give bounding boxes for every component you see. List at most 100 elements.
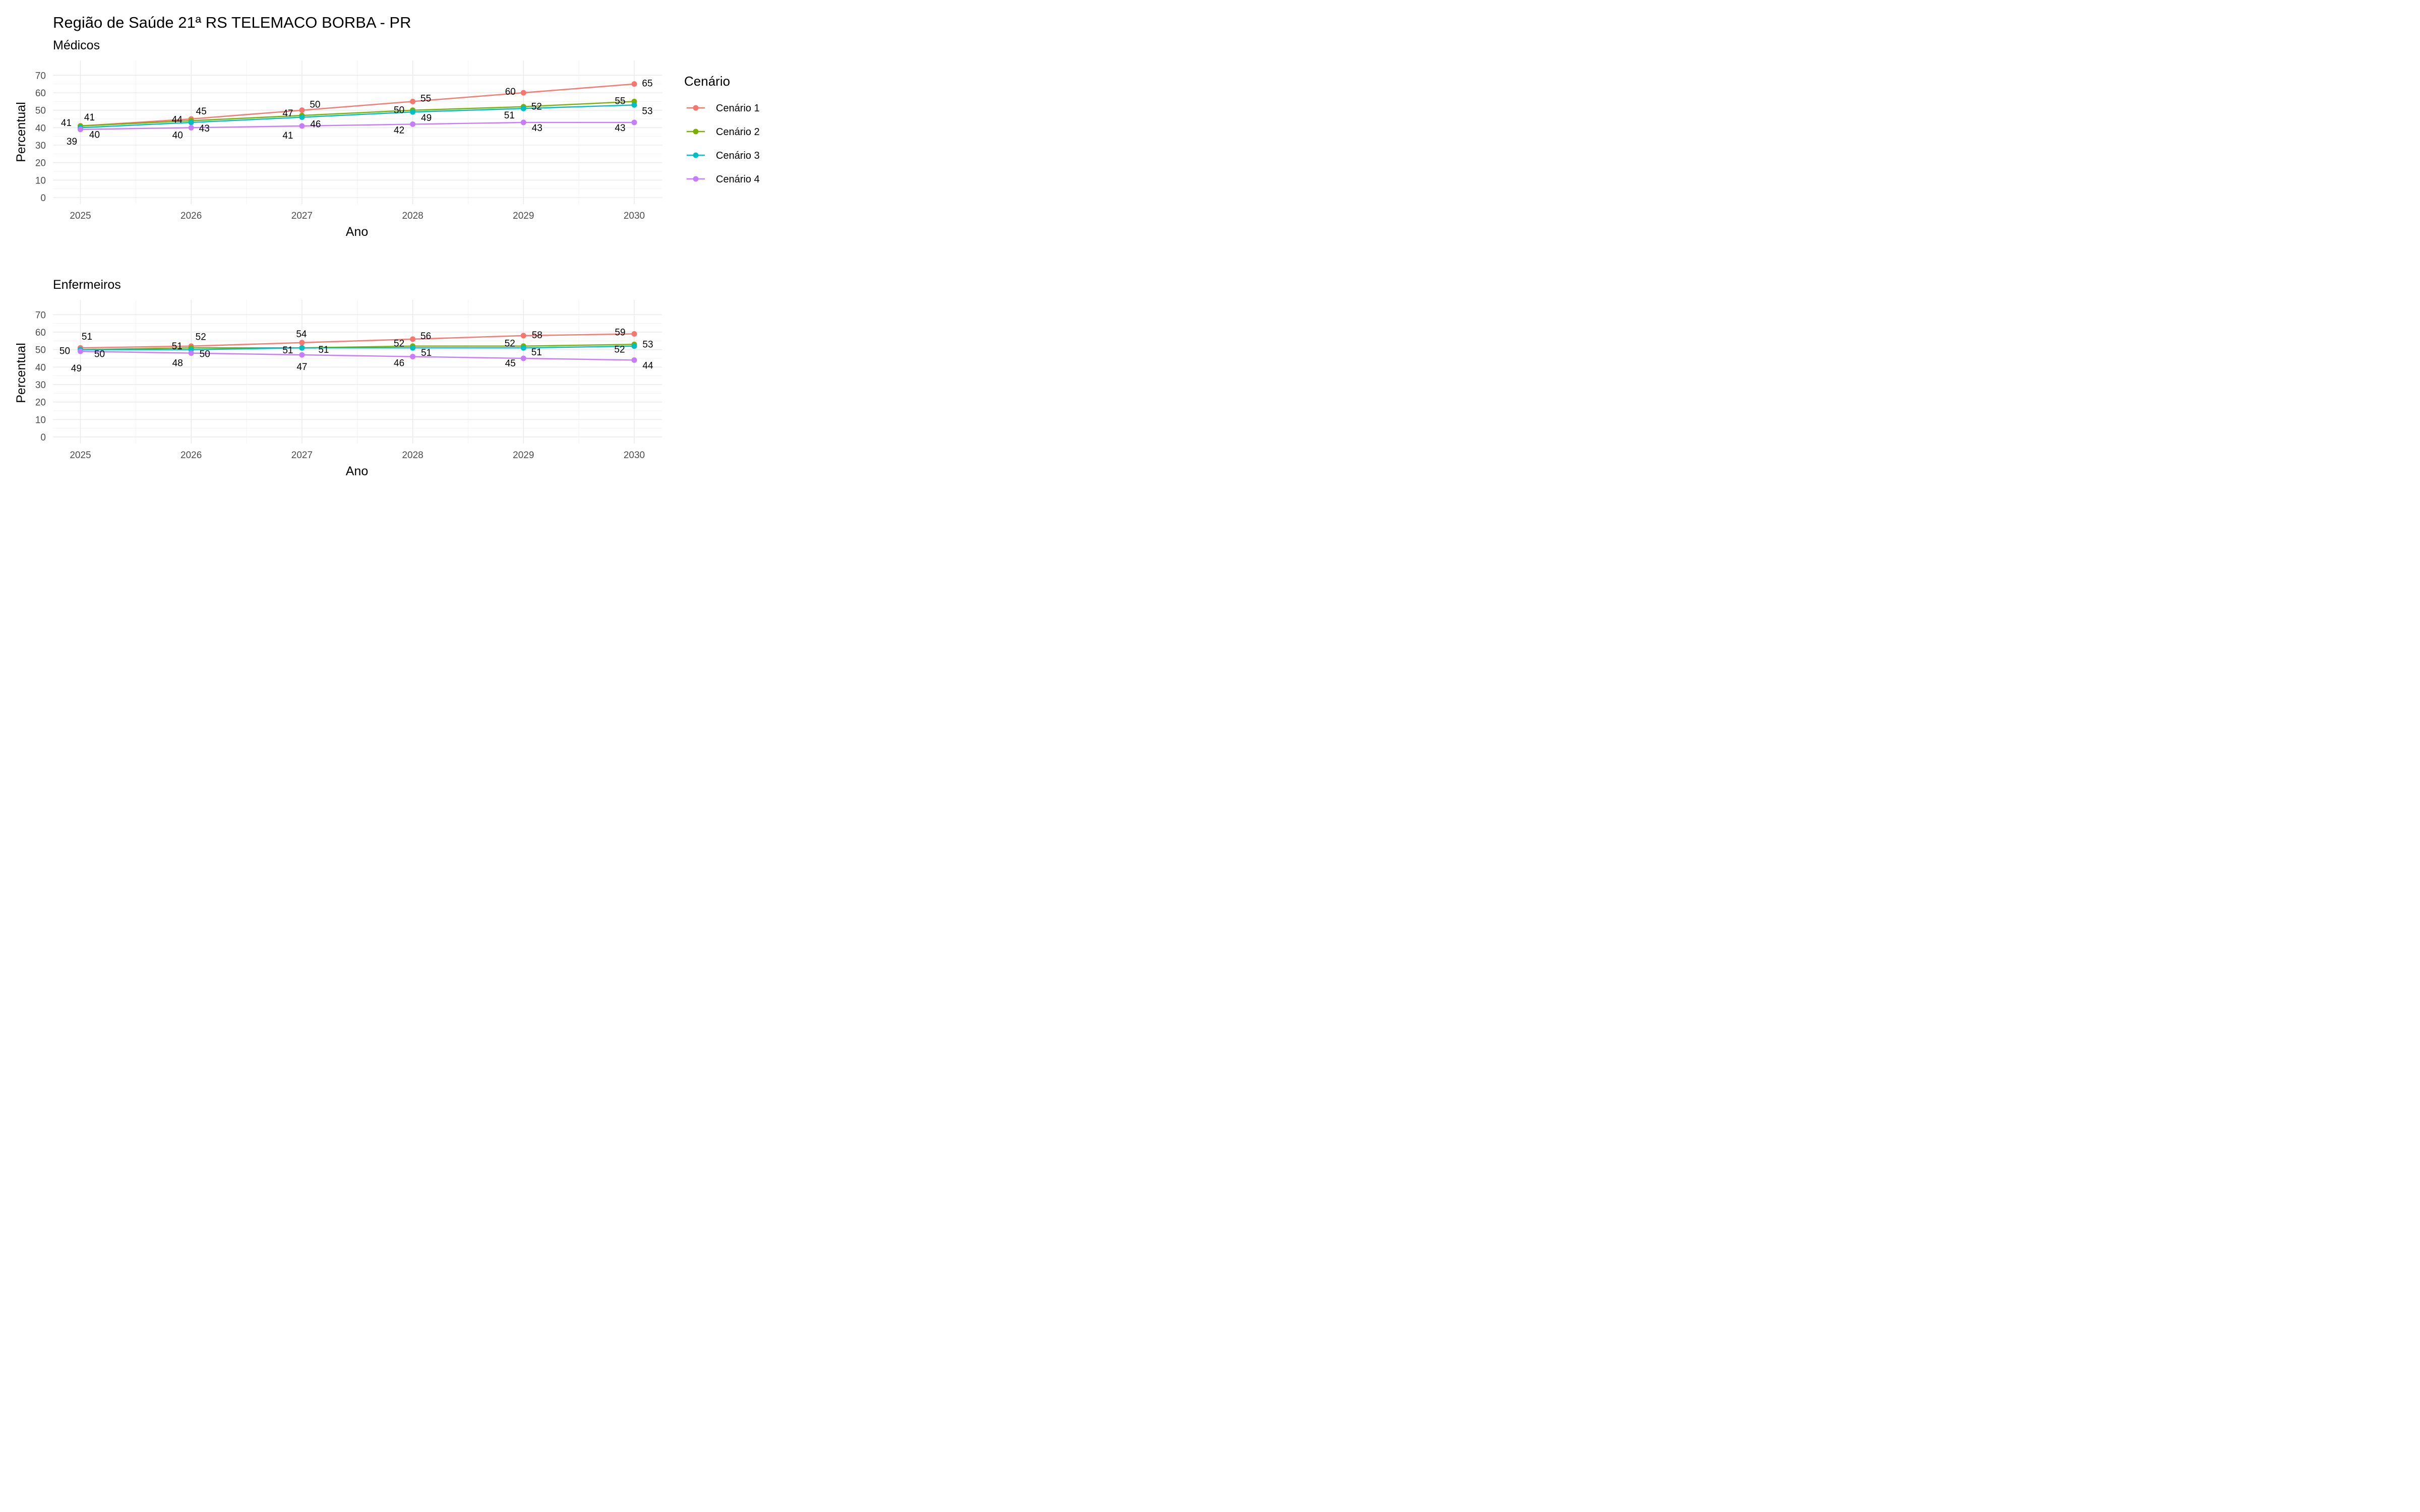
data-point — [410, 121, 416, 127]
data-point — [520, 90, 526, 96]
x-axis-ticks-enfermeiros: 2025 2026 2027 2028 2029 2030 — [70, 450, 645, 461]
x-axis-ticks-medicos: 2025 2026 2027 2028 2029 2030 — [70, 211, 645, 221]
data-label: 50 — [59, 346, 70, 357]
data-label: 46 — [394, 358, 404, 369]
series-line-cenário-2 — [80, 101, 635, 127]
data-label: 48 — [172, 358, 183, 369]
data-label: 42 — [394, 125, 404, 136]
data-label: 51 — [504, 110, 515, 121]
data-label: 52 — [505, 339, 515, 349]
x-tick-label: 2028 — [402, 450, 423, 461]
chart-canvas: Região de Saúde 21ª RS TELEMACO BORBA - … — [14, 14, 760, 478]
data-point — [78, 348, 83, 354]
gridlines-enfermeiros — [53, 300, 662, 444]
x-tick-label: 2026 — [180, 211, 202, 221]
legend-items: Cenário 1 Cenário 2 Cenário 3 Cenário 4 — [687, 103, 760, 185]
x-tick-label: 2025 — [70, 211, 91, 221]
y-tick-label: 60 — [35, 328, 46, 338]
legend-item: Cenário 4 — [687, 174, 760, 185]
data-label: 46 — [310, 119, 321, 130]
data-label: 44 — [642, 360, 653, 371]
data-point — [299, 114, 305, 120]
x-tick-label: 2026 — [180, 450, 202, 461]
y-tick-label: 0 — [40, 193, 46, 204]
data-label: 41 — [61, 118, 72, 129]
y-axis-title-enfermeiros: Percentual — [14, 343, 28, 403]
data-label: 43 — [615, 123, 625, 134]
y-tick-label: 40 — [35, 123, 46, 134]
data-point — [188, 119, 194, 125]
data-label: 51 — [172, 341, 183, 352]
y-tick-label: 50 — [35, 345, 46, 356]
legend-title: Cenário — [684, 74, 730, 89]
data-label: 52 — [394, 339, 404, 349]
data-point — [631, 102, 637, 108]
data-label: 41 — [282, 131, 293, 141]
x-axis-title-enfermeiros: Ano — [346, 464, 368, 478]
y-tick-label: 70 — [35, 310, 46, 321]
data-label: 53 — [642, 106, 652, 116]
data-point — [299, 345, 305, 351]
data-point — [631, 357, 637, 363]
data-label: 45 — [196, 106, 207, 117]
legend-key-point — [693, 152, 699, 158]
series-lines-enfermeiros — [80, 333, 635, 361]
legend-label: Cenário 4 — [716, 174, 760, 185]
data-point — [520, 119, 526, 125]
data-label: 54 — [296, 329, 307, 340]
series-line-cenário-4 — [80, 350, 635, 361]
data-label: 52 — [196, 332, 206, 343]
data-point — [520, 105, 526, 111]
series-line-cenário-4 — [80, 121, 634, 130]
legend-label: Cenário 2 — [716, 127, 760, 138]
data-label: 51 — [318, 345, 329, 355]
data-label: 44 — [172, 114, 183, 125]
gridlines-medicos — [53, 60, 662, 204]
data-label: 40 — [172, 130, 183, 141]
data-label: 60 — [505, 87, 516, 97]
data-label: 49 — [71, 363, 82, 374]
x-axis-title-medicos: Ano — [346, 225, 368, 239]
data-label: 58 — [532, 330, 542, 341]
data-label: 55 — [615, 96, 625, 106]
legend-key-point — [693, 176, 699, 182]
y-tick-label: 50 — [35, 106, 46, 116]
x-tick-label: 2028 — [402, 211, 423, 221]
series-line-cenário-1 — [80, 83, 635, 127]
data-point — [410, 109, 416, 115]
data-label: 51 — [82, 332, 92, 342]
y-tick-label: 20 — [35, 158, 46, 169]
legend-label: Cenário 1 — [716, 103, 760, 114]
data-label: 50 — [310, 100, 320, 110]
y-tick-label: 10 — [35, 175, 46, 186]
series-points-enfermeiros — [78, 331, 637, 363]
data-point — [299, 107, 305, 113]
y-tick-label: 0 — [40, 432, 46, 443]
series-line-cenário-1 — [80, 333, 635, 349]
data-label: 50 — [394, 105, 404, 116]
data-label: 53 — [642, 339, 653, 350]
y-axis-title-medicos: Percentual — [14, 102, 28, 162]
x-tick-label: 2030 — [624, 211, 645, 221]
x-tick-label: 2030 — [624, 450, 645, 461]
data-label: 52 — [531, 102, 542, 112]
data-point — [410, 354, 416, 360]
y-tick-label: 60 — [35, 88, 46, 99]
data-label: 43 — [532, 123, 542, 134]
panel-title-medicos: Médicos — [53, 38, 100, 52]
legend-item: Cenário 3 — [687, 150, 760, 161]
y-tick-label: 40 — [35, 362, 46, 373]
series-points-medicos — [78, 81, 637, 133]
data-point — [188, 350, 194, 356]
data-point — [299, 123, 305, 129]
data-label: 51 — [531, 347, 542, 358]
legend-item: Cenário 2 — [687, 127, 760, 138]
series-line-cenário-3 — [80, 345, 635, 350]
data-label: 47 — [296, 362, 307, 372]
legend-item: Cenário 1 — [687, 103, 760, 114]
y-tick-label: 70 — [35, 71, 46, 81]
